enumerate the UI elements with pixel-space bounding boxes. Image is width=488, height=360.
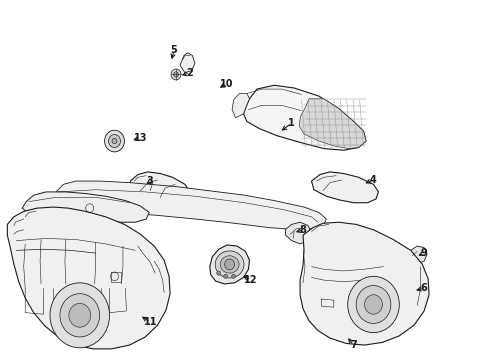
Polygon shape (243, 85, 366, 150)
Circle shape (347, 276, 399, 333)
Ellipse shape (215, 251, 244, 278)
Circle shape (50, 283, 109, 348)
Circle shape (108, 135, 120, 148)
Polygon shape (22, 192, 149, 222)
Circle shape (69, 303, 90, 327)
Text: 2: 2 (186, 68, 193, 78)
Text: 7: 7 (349, 340, 356, 350)
Circle shape (60, 294, 100, 337)
Text: 1: 1 (287, 118, 294, 128)
Polygon shape (299, 99, 366, 149)
Circle shape (223, 274, 227, 279)
Polygon shape (180, 53, 195, 73)
Polygon shape (285, 222, 311, 244)
Circle shape (173, 72, 178, 77)
Text: 4: 4 (369, 175, 376, 185)
Text: 11: 11 (143, 317, 157, 327)
Polygon shape (7, 207, 170, 349)
Polygon shape (209, 245, 249, 284)
Circle shape (224, 259, 234, 270)
Polygon shape (50, 181, 325, 230)
Ellipse shape (220, 256, 239, 273)
Polygon shape (130, 172, 189, 203)
Text: 9: 9 (420, 248, 427, 258)
Text: 13: 13 (133, 133, 147, 143)
Polygon shape (300, 222, 428, 345)
Circle shape (231, 274, 235, 279)
Polygon shape (232, 93, 249, 118)
Text: 12: 12 (244, 275, 257, 285)
Polygon shape (311, 172, 378, 203)
Text: 10: 10 (220, 78, 233, 89)
Circle shape (364, 295, 382, 314)
Text: 8: 8 (299, 225, 306, 235)
Text: 3: 3 (146, 176, 153, 186)
Circle shape (216, 271, 220, 275)
Polygon shape (407, 246, 426, 264)
Circle shape (104, 130, 124, 152)
Circle shape (171, 69, 181, 80)
Circle shape (355, 285, 390, 323)
Text: 5: 5 (170, 45, 177, 55)
Text: 6: 6 (420, 283, 427, 293)
Circle shape (112, 138, 117, 144)
